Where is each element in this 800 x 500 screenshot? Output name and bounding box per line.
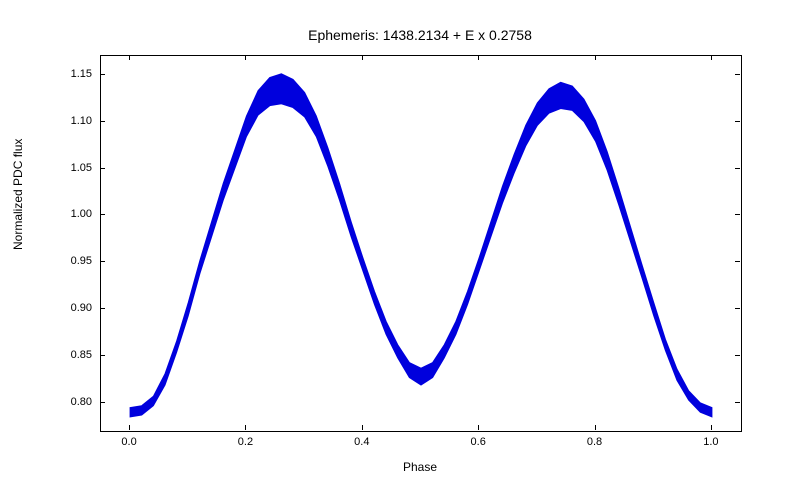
x-tick-mark [478, 55, 479, 60]
x-tick-label: 1.0 [703, 436, 718, 448]
x-tick-mark [245, 425, 246, 430]
y-tick-label: 0.85 [60, 349, 92, 361]
x-tick-label: 0.2 [238, 436, 253, 448]
y-tick-label: 1.05 [60, 162, 92, 174]
y-tick-label: 1.10 [60, 115, 92, 127]
y-tick-label: 0.80 [60, 396, 92, 408]
y-tick-label: 1.15 [60, 68, 92, 80]
x-tick-mark [129, 425, 130, 430]
x-axis-label: Phase [100, 460, 740, 474]
y-tick-label: 0.95 [60, 255, 92, 267]
x-tick-mark [595, 55, 596, 60]
y-tick-mark [735, 168, 740, 169]
phased-flux-band [130, 74, 712, 417]
y-axis-label: Normalized PDC flux [11, 230, 25, 250]
x-tick-mark [362, 55, 363, 60]
chart-title: Ephemeris: 1438.2134 + E x 0.2758 [100, 27, 740, 43]
x-tick-mark [129, 55, 130, 60]
y-tick-mark [735, 74, 740, 75]
y-tick-mark [100, 261, 105, 262]
x-tick-mark [478, 425, 479, 430]
figure: Ephemeris: 1438.2134 + E x 0.2758 Phase … [0, 0, 800, 500]
y-tick-mark [100, 308, 105, 309]
light-curve [101, 56, 741, 431]
x-tick-label: 0.0 [121, 436, 136, 448]
y-tick-mark [100, 168, 105, 169]
x-tick-mark [711, 425, 712, 430]
y-tick-mark [100, 214, 105, 215]
x-tick-label: 0.8 [587, 436, 602, 448]
x-tick-mark [362, 425, 363, 430]
y-tick-mark [100, 74, 105, 75]
y-tick-mark [735, 355, 740, 356]
x-tick-label: 0.6 [471, 436, 486, 448]
y-tick-label: 1.00 [60, 208, 92, 220]
y-tick-mark [735, 402, 740, 403]
x-tick-label: 0.4 [354, 436, 369, 448]
y-tick-mark [735, 121, 740, 122]
y-tick-mark [735, 261, 740, 262]
y-tick-mark [735, 214, 740, 215]
x-tick-mark [711, 55, 712, 60]
x-tick-mark [245, 55, 246, 60]
y-tick-mark [735, 308, 740, 309]
x-tick-mark [595, 425, 596, 430]
y-tick-mark [100, 355, 105, 356]
y-tick-mark [100, 402, 105, 403]
plot-area [100, 55, 742, 432]
y-tick-label: 0.90 [60, 302, 92, 314]
y-tick-mark [100, 121, 105, 122]
